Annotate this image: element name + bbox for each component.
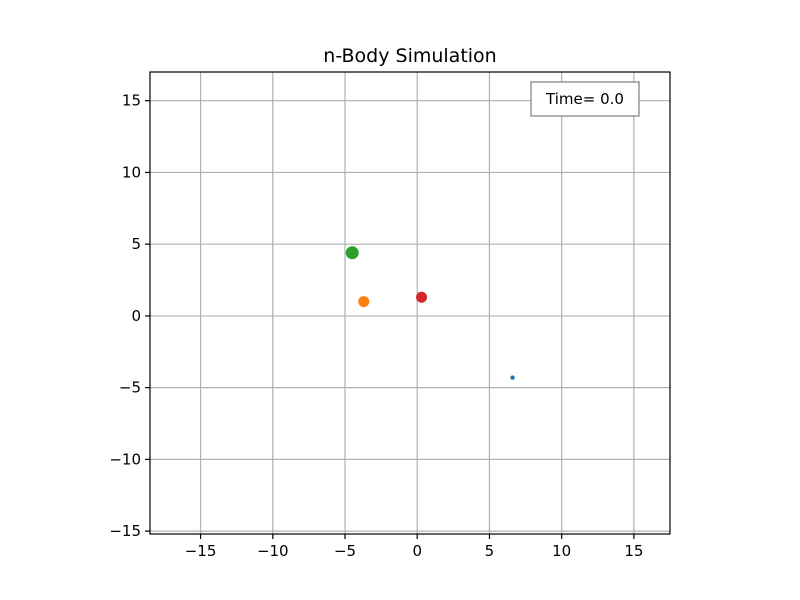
axis-ticks: −15 −10 −5 0 5 10 15 −15 −10 −5 0 5 10 15 [109,92,643,560]
y-tick-label: −15 [109,522,141,540]
y-tick-label: 0 [131,307,141,325]
y-tick-label: −10 [109,450,141,468]
chart-title: n-Body Simulation [323,45,496,67]
y-tick-label: 15 [122,92,141,110]
y-tick-label: 10 [122,163,141,181]
body-point-4 [416,291,428,303]
y-tick-label: 5 [131,235,141,253]
time-annotation: Time= 0.0 [530,81,640,117]
body-point-1 [510,375,515,380]
x-tick-label: −5 [334,542,356,560]
x-tick-label: −15 [185,542,217,560]
x-tick-label: 15 [624,542,643,560]
time-annotation-text: Time= 0.0 [545,90,624,108]
x-tick-label: 10 [552,542,571,560]
y-tick-label: −5 [119,379,141,397]
x-tick-label: 5 [485,542,495,560]
x-tick-label: −10 [257,542,289,560]
x-tick-label: 0 [412,542,422,560]
plot-area-frame [149,71,671,535]
body-point-2 [358,296,370,308]
data-points [345,246,515,380]
body-point-3 [345,246,359,260]
time-annotation-box [530,81,640,117]
